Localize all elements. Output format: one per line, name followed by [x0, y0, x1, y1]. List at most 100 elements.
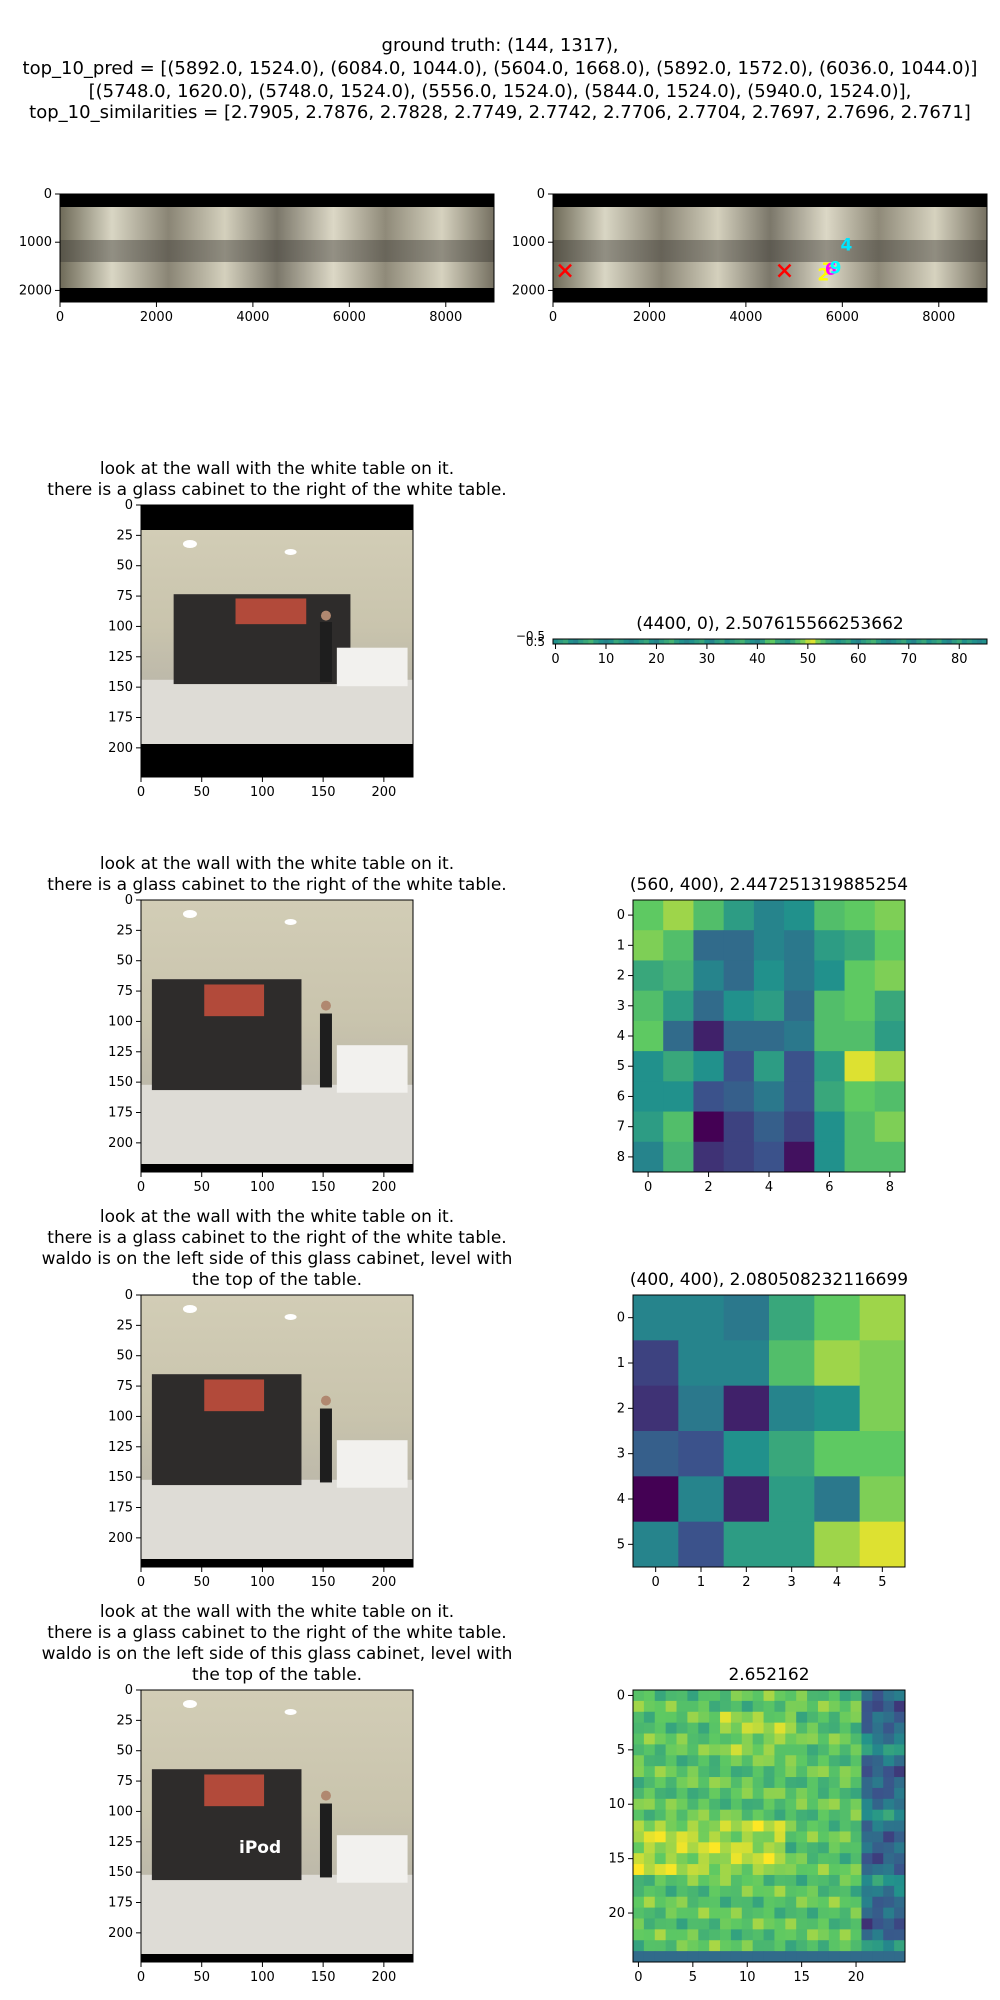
heatmap-cell: [741, 1820, 754, 1832]
heatmap-cell: [828, 1820, 841, 1832]
heatmap-cell: [693, 930, 725, 961]
y-tick-label: 25: [116, 1713, 133, 1728]
heatmap-cell: [859, 1385, 906, 1432]
x-tick-label: 30: [699, 652, 716, 667]
heatmap-cell: [796, 1690, 808, 1702]
y-tick-label: 100: [108, 1014, 133, 1029]
x-tick-label: 2000: [633, 310, 666, 325]
heatmap-cell: [894, 1755, 906, 1767]
heatmap-cell: [723, 1141, 755, 1173]
heatmap-cell: [883, 1777, 895, 1789]
y-tick-label: 150: [108, 1075, 133, 1090]
photo-red-bags: [204, 1379, 265, 1412]
heatmap-cell: [698, 1831, 710, 1843]
heatmap-cell: [753, 1111, 785, 1143]
heatmap-cell: [720, 1755, 732, 1767]
heatmap-cell: [828, 1798, 841, 1811]
heatmap-cell: [850, 1864, 862, 1876]
heatmap-cell: [872, 1777, 884, 1789]
heatmap-cell: [807, 1853, 819, 1865]
heatmap-cell: [663, 1141, 694, 1173]
heatmap-cell: [807, 1766, 819, 1778]
heatmap-cell: [698, 1766, 710, 1778]
heatmap-cell: [844, 900, 876, 931]
row-caption-line: look at the wall with the white table on…: [100, 1207, 454, 1227]
heatmap-cell: [817, 1874, 830, 1887]
heatmap-cell: [665, 1820, 678, 1832]
heatmap-cell: [817, 1744, 830, 1756]
panorama-right-ticks: 0 2000 4000 6000 8000 0 1000 2000: [512, 187, 955, 325]
heatmap-cell: [769, 1295, 815, 1341]
x-tick-label: 70: [901, 652, 918, 667]
heatmap-cell: [770, 639, 776, 644]
row-right-plot: (560, 400), 2.447251319885254 0 2 4 6 8 0 1 2 3 4 5…: [617, 875, 908, 1195]
heatmap-cell: [643, 1722, 656, 1735]
heatmap-cell: [749, 639, 756, 644]
heatmap-cell: [654, 1809, 667, 1822]
heatmap-cell: [785, 1766, 797, 1778]
heatmap-cell: [687, 1907, 699, 1919]
heatmap-cell: [654, 1777, 667, 1789]
heatmap-cell: [814, 1020, 846, 1052]
heatmap-cell: [774, 1755, 786, 1767]
panorama-left-image: [60, 207, 494, 288]
heatmap-cell: [741, 1918, 754, 1930]
heatmap-cell: [709, 1722, 721, 1735]
heatmap-cell: [817, 1907, 830, 1919]
heatmap-cell: [665, 1700, 678, 1713]
row-right-plot: 2.652162 0 5 10 15 20 0 5 10 15 20: [608, 1665, 906, 1985]
heatmap-cell: [665, 1711, 678, 1724]
heatmap-cell: [752, 1940, 765, 1952]
heatmap-cell: [956, 639, 963, 644]
heatmap-cell: [894, 1874, 906, 1887]
x-tick-label: 2000: [140, 310, 173, 325]
heatmap-cell: [796, 1722, 808, 1735]
heatmap-cell: [693, 960, 725, 992]
header-line-3: [(5748.0, 1620.0), (5748.0, 1524.0), (55…: [89, 81, 912, 102]
heatmap-cell: [769, 1476, 815, 1523]
heatmap-cell: [861, 1842, 873, 1854]
heatmap-cell: [817, 1700, 830, 1713]
x-tick-label: 2: [704, 1180, 712, 1195]
heatmap-cell: [658, 639, 665, 644]
heatmap-cell: [785, 1907, 797, 1919]
heatmap-cell: [774, 1885, 786, 1898]
pred-marker-label: 2: [817, 265, 829, 285]
y-tick-label: 6: [617, 1089, 625, 1104]
heatmap-cell: [643, 1842, 656, 1854]
heatmap-cell: [665, 1864, 678, 1876]
y-tick-label: 0: [125, 1683, 133, 1698]
heatmap-cell: [883, 1733, 895, 1745]
heatmap-cell: [894, 1929, 906, 1941]
heatmap-cell: [633, 1777, 645, 1789]
heatmap-cell: [872, 1711, 884, 1724]
heatmap-cell: [730, 1733, 743, 1745]
heatmap-cell: [678, 1340, 725, 1387]
heatmap-cell: [687, 1864, 699, 1876]
heatmap-cell: [763, 1831, 775, 1843]
y-tick-label: 125: [108, 650, 133, 665]
heatmap-cell: [861, 1722, 873, 1735]
heatmap-cell: [665, 1896, 678, 1909]
heatmap-cell: [805, 639, 811, 644]
heatmap-cell: [687, 1744, 699, 1756]
heatmap-cell: [633, 1744, 645, 1756]
heatmap-cell: [796, 1864, 808, 1876]
heatmap-title: (560, 400), 2.447251319885254: [630, 875, 908, 895]
heatmap-cell: [796, 1733, 808, 1745]
heatmap-cell: [654, 1907, 667, 1919]
heatmap-cell: [828, 1700, 841, 1713]
heatmap-cell: [698, 1853, 710, 1865]
heatmap-cell: [774, 1831, 786, 1843]
row-caption-line: waldo is on the left side of this glass …: [42, 1644, 513, 1664]
heatmap-cell: [894, 1798, 906, 1811]
heatmap-cell: [741, 1744, 754, 1756]
heatmap-cell: [687, 1896, 699, 1909]
heatmap-cell: [815, 639, 821, 644]
heatmap-cell: [752, 1842, 765, 1854]
heatmap-cell: [643, 1690, 656, 1702]
heatmap-cell: [687, 1690, 699, 1702]
row-right-plot: (400, 400), 2.080508232116699 0 1 2 3 4 5 0 1 2 3 4…: [617, 1270, 908, 1590]
heatmap-cell: [633, 1690, 645, 1702]
heatmap-cell: [720, 1842, 732, 1854]
